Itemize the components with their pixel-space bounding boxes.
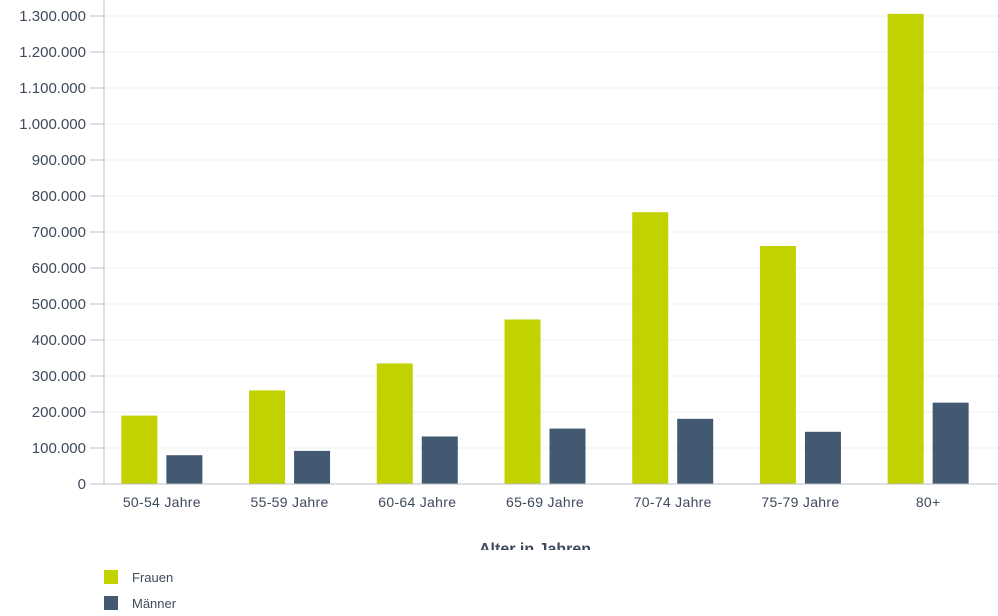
bar-frauen-6[interactable] xyxy=(887,13,924,485)
bar-frauen-3[interactable] xyxy=(504,319,541,484)
y-tick-label: 500.000 xyxy=(32,296,86,313)
legend-item-maenner[interactable]: Männer xyxy=(104,590,176,616)
legend-label-frauen: Frauen xyxy=(132,569,174,585)
y-tick-label: 1.300.000 xyxy=(19,8,86,25)
y-tick-label: 1.000.000 xyxy=(19,116,86,133)
legend: Frauen Männer xyxy=(104,564,176,616)
y-tick-label: 200.000 xyxy=(32,404,86,421)
bar-frauen-2[interactable] xyxy=(376,363,413,484)
bar-maenner-4[interactable] xyxy=(677,418,714,484)
x-tick-label: 55-59 Jahre xyxy=(251,494,329,510)
y-tick-label: 1.100.000 xyxy=(19,80,86,97)
y-tick-label: 400.000 xyxy=(32,332,86,349)
legend-swatch-maenner xyxy=(104,596,118,610)
x-axis-title: Alter in Jahren xyxy=(479,541,591,550)
bar-maenner-2[interactable] xyxy=(421,436,458,484)
x-tick-label: 75-79 Jahre xyxy=(761,494,839,510)
x-tick-label: 70-74 Jahre xyxy=(634,494,712,510)
legend-swatch-frauen xyxy=(104,570,118,584)
y-tick-label: 900.000 xyxy=(32,152,86,169)
bar-maenner-1[interactable] xyxy=(294,450,331,484)
x-tick-label: 50-54 Jahre xyxy=(123,494,201,510)
legend-label-maenner: Männer xyxy=(132,595,177,611)
y-axis-ticks: 0 100.000 200.000 300.000 400.000 500.000 600.… xyxy=(19,8,104,493)
x-tick-label: 80+ xyxy=(916,494,941,510)
legend-item-frauen[interactable]: Frauen xyxy=(104,564,176,590)
bar-frauen-4[interactable] xyxy=(632,212,669,484)
y-tick-label: 600.000 xyxy=(32,260,86,277)
x-tick-label: 65-69 Jahre xyxy=(506,494,584,510)
bar-maenner-0[interactable] xyxy=(166,455,203,484)
bar-frauen-5[interactable] xyxy=(759,246,796,484)
y-tick-label: 1.200.000 xyxy=(19,44,86,61)
y-tick-label: 300.000 xyxy=(32,368,86,385)
bar-chart: 0 100.000 200.000 300.000 400.000 500.000 600.… xyxy=(19,0,998,550)
grid-lines xyxy=(104,15,998,449)
bar-frauen-1[interactable] xyxy=(249,390,286,484)
x-axis-ticks: 50-54 Jahre 55-59 Jahre 60-64 Jahre 65-69 J… xyxy=(123,494,941,510)
bar-maenner-5[interactable] xyxy=(804,431,841,484)
y-tick-label: 800.000 xyxy=(32,188,86,205)
y-tick-label: 100.000 xyxy=(32,440,86,457)
y-tick-label: 700.000 xyxy=(32,224,86,241)
bar-maenner-6[interactable] xyxy=(932,402,969,484)
bar-frauen-0[interactable] xyxy=(121,415,158,484)
bars xyxy=(121,13,969,485)
x-tick-label: 60-64 Jahre xyxy=(378,494,456,510)
y-tick-label: 0 xyxy=(78,476,86,493)
bar-maenner-3[interactable] xyxy=(549,428,586,484)
